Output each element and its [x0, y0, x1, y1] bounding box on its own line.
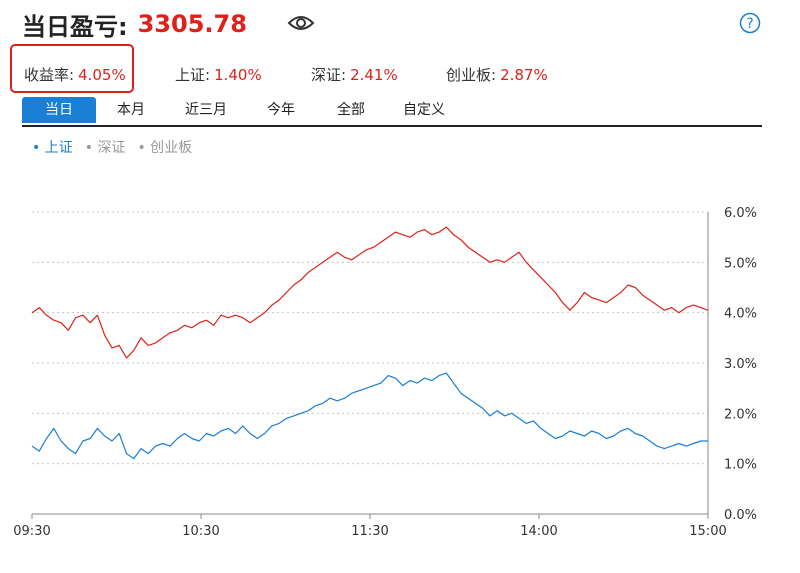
period-tabs: 当日 本月 近三月 今年 全部 自定义: [22, 97, 762, 127]
sz-value: 2.41%: [350, 66, 398, 84]
help-icon[interactable]: ?: [739, 12, 761, 34]
tab-today[interactable]: 当日: [22, 97, 96, 123]
cyb-label: 创业板:: [446, 66, 497, 84]
legend-sh[interactable]: • 上证: [32, 140, 73, 156]
yield-label: 收益率:: [24, 66, 75, 84]
legend-sh-label: 上证: [44, 140, 73, 156]
eye-icon[interactable]: [287, 13, 315, 33]
daily-pnl-label: 当日盈亏:: [22, 12, 128, 41]
daily-pnl-header: 当日盈亏: 3305.78: [22, 6, 247, 42]
legend-sz-label: 深证: [97, 140, 126, 156]
y-tick-label: 1.0%: [724, 458, 757, 473]
y-tick-label: 0.0%: [724, 508, 757, 523]
index-legend: • 上证 • 深证 • 创业板: [32, 137, 204, 157]
tab-three-months[interactable]: 近三月: [185, 102, 227, 118]
tab-all[interactable]: 全部: [337, 102, 365, 118]
sh-value: 1.40%: [214, 66, 262, 84]
yield-highlight-box: [10, 44, 134, 93]
sh-label: 上证:: [175, 66, 211, 84]
x-tick-label: 14:00: [520, 524, 557, 539]
legend-cyb-label: 创业板: [150, 140, 193, 156]
x-tick-label: 11:30: [351, 524, 388, 539]
x-tick-label: 15:00: [689, 524, 726, 539]
cyb-value: 2.87%: [500, 66, 548, 84]
series-line-0: [31, 226, 709, 359]
svg-text:?: ?: [746, 16, 753, 32]
daily-pnl-value: 3305.78: [137, 10, 247, 38]
legend-cyb[interactable]: • 创业板: [137, 140, 193, 156]
yield-value: 4.05%: [78, 66, 126, 84]
y-tick-label: 5.0%: [724, 256, 757, 271]
legend-sz[interactable]: • 深证: [84, 140, 126, 156]
stat-sh: 上证: 1.40%: [175, 64, 262, 85]
y-tick-label: 2.0%: [724, 407, 757, 422]
y-tick-label: 6.0%: [724, 206, 757, 221]
y-tick-label: 3.0%: [724, 357, 757, 372]
stat-sz: 深证: 2.41%: [311, 64, 398, 85]
x-tick-label: 10:30: [182, 524, 219, 539]
tab-custom[interactable]: 自定义: [403, 102, 445, 118]
x-tick-label: 09:30: [13, 524, 50, 539]
stat-cyb: 创业板: 2.87%: [446, 64, 548, 85]
series-line-1: [31, 372, 708, 460]
stat-yield: 收益率: 4.05%: [24, 64, 126, 85]
tab-year[interactable]: 今年: [267, 102, 295, 118]
y-tick-label: 4.0%: [724, 307, 757, 322]
stats-row: 收益率: 4.05% 上证: 1.40% 深证: 2.41% 创业板: 2.87%: [0, 60, 800, 88]
sz-label: 深证:: [311, 66, 347, 84]
tab-month[interactable]: 本月: [117, 102, 145, 118]
